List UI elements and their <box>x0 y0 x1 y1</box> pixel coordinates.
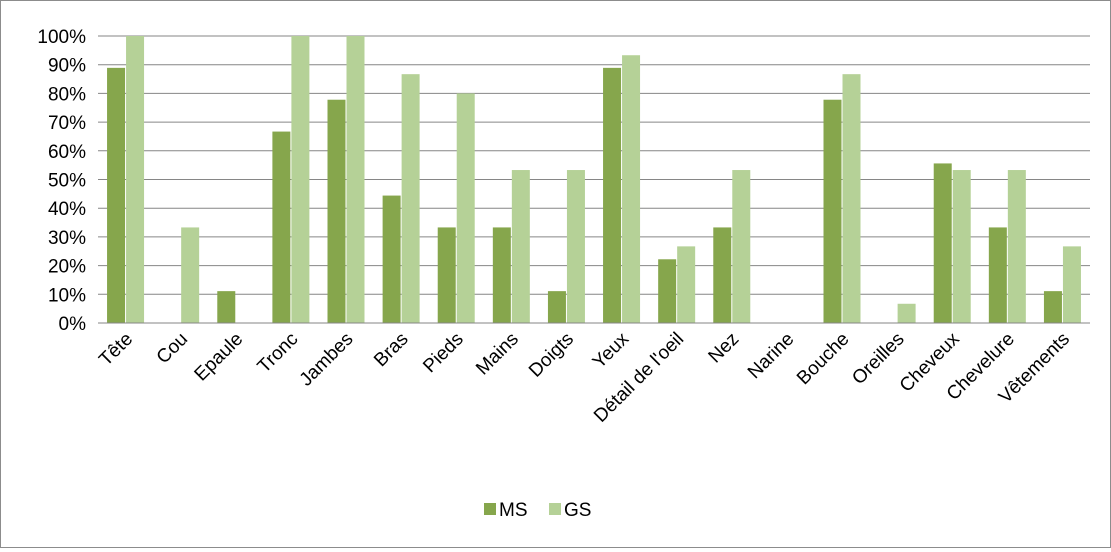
x-tick-label: Yeux <box>589 328 634 373</box>
bar-gs-6 <box>456 93 475 324</box>
y-tick-label: 80% <box>48 84 86 105</box>
bar-ms-0 <box>107 67 126 324</box>
bar-ms-13 <box>823 99 842 324</box>
x-tick-label: Tronc <box>254 329 303 378</box>
bar-ms-5 <box>382 195 401 323</box>
bar-gs-0 <box>126 36 145 323</box>
bar-gs-1 <box>181 227 200 323</box>
bar-ms-9 <box>603 67 622 324</box>
x-tick-label: Jambes <box>296 329 358 391</box>
x-tick-label: Nez <box>705 329 744 368</box>
x-tick-label: Epaule <box>191 329 248 386</box>
x-tick-label: Doigts <box>525 329 578 382</box>
y-tick-label: 90% <box>48 56 86 77</box>
bar-ms-2 <box>217 291 236 323</box>
x-tick-label: Mains <box>472 329 523 380</box>
bar-ms-16 <box>988 227 1007 323</box>
y-tick-label: 100% <box>37 27 86 48</box>
x-tick-label: Bras <box>370 329 412 371</box>
legend-swatch-ms <box>484 503 496 515</box>
bar-ms-10 <box>658 259 677 323</box>
bar-ms-3 <box>272 131 291 323</box>
bar-ms-11 <box>713 227 732 323</box>
bar-gs-13 <box>842 74 861 324</box>
y-tick-label: 60% <box>48 142 86 163</box>
legend: MS GS <box>484 500 591 521</box>
y-tick-label: 20% <box>48 257 86 278</box>
y-tick-label: 0% <box>59 314 87 335</box>
bar-gs-4 <box>346 36 365 323</box>
bars <box>107 36 1081 324</box>
bar-gs-9 <box>622 55 641 323</box>
bar-gs-7 <box>511 170 530 323</box>
bar-gs-3 <box>291 36 310 323</box>
legend-label-gs: GS <box>564 500 591 521</box>
bar-gs-11 <box>732 170 751 323</box>
bar-ms-15 <box>933 163 952 323</box>
bar-ms-17 <box>1043 291 1062 323</box>
bar-gs-14 <box>897 303 916 323</box>
legend-label-ms: MS <box>499 500 528 521</box>
x-tick-label: Cou <box>153 329 192 368</box>
x-tick-label: Narine <box>744 329 798 383</box>
bar-ms-4 <box>327 99 346 324</box>
gridlines <box>98 35 1090 295</box>
bar-gs-17 <box>1062 246 1081 323</box>
bar-gs-5 <box>401 74 420 324</box>
y-tick-label: 40% <box>48 199 86 220</box>
bar-ms-6 <box>437 227 456 323</box>
bar-gs-10 <box>677 246 696 323</box>
bar-ms-7 <box>492 227 511 323</box>
y-axis-tick-labels: 0% 10% 20% 30% 40% 50% 60% 70% 80% 90% 100% <box>37 27 86 335</box>
x-tick-label: Bouche <box>793 329 853 389</box>
y-tick-label: 30% <box>48 228 86 249</box>
bar-ms-8 <box>547 291 566 323</box>
x-tick-label: Pieds <box>419 329 467 377</box>
legend-swatch-gs <box>549 503 561 515</box>
y-tick-label: 70% <box>48 113 86 134</box>
bar-gs-15 <box>952 170 971 323</box>
y-tick-label: 10% <box>48 285 86 306</box>
bar-gs-16 <box>1007 170 1026 323</box>
y-tick-label: 50% <box>48 171 86 192</box>
x-tick-label: Tête <box>95 329 137 371</box>
bar-gs-8 <box>566 170 585 323</box>
